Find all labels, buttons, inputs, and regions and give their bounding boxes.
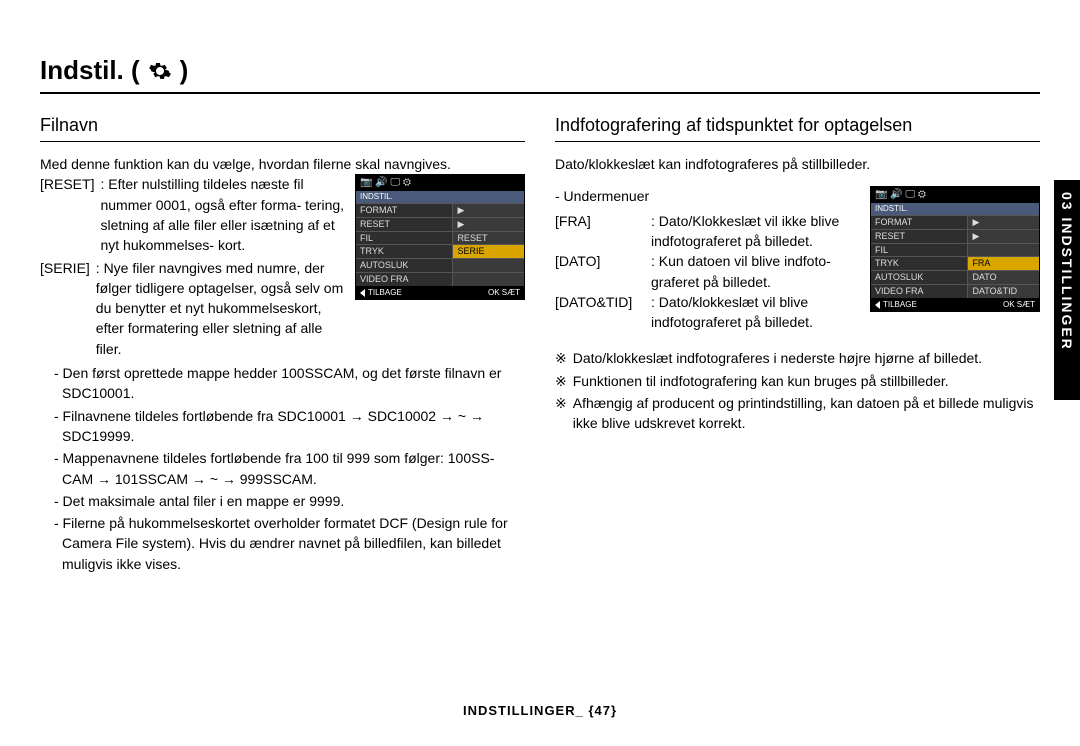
lcd-right-r2l: FIL: [871, 244, 968, 257]
note-sym-3: ※: [555, 393, 567, 434]
left-b4: - Det maksimale antal filer i en mappe e…: [40, 491, 525, 511]
title-pre: Indstil. (: [40, 55, 140, 86]
page-footer: INDSTILLINGER_ {47}: [0, 703, 1080, 718]
serie-label: [SERIE]: [40, 258, 90, 359]
right-n3: Afhængig af producent og printindstillin…: [573, 393, 1040, 434]
lcd-left-r5r: [453, 273, 524, 286]
lcd-left-r1r: ▶: [453, 218, 524, 231]
serie-text: : Nye filer navngives med numre, der føl…: [96, 258, 345, 359]
lcd-right-header: INDSTIL.: [871, 203, 1039, 215]
left-column: Filnavn Med denne funktion kan du vælge,…: [40, 112, 525, 574]
lcd-left-header: INDSTIL.: [356, 191, 524, 203]
lcd-left-r4r: [453, 259, 524, 272]
side-tab: 03 INDSTILLINGER: [1054, 180, 1080, 400]
lcd-left-footr: OK SÆT: [488, 288, 520, 298]
lcd-right-r5l: VIDEO FRA: [871, 285, 968, 298]
filnavn-heading: Filnavn: [40, 112, 525, 142]
lcd-right: 📷 🔊 🖵 ⚙ INDSTIL. FORMAT▶ RESET▶ FIL TRYK…: [870, 186, 1040, 312]
lcd-left-footl: TILBAGE: [368, 288, 402, 298]
right-intro: Dato/klokkeslæt kan indfotograferes på s…: [555, 154, 1040, 174]
left-b1: - Den først oprettede mappe hedder 100SS…: [40, 363, 525, 404]
lcd-tab-icons: 📷 🔊 🖵 ⚙: [356, 175, 524, 191]
fra-text: : Dato/Klokkeslæt vil ikke blive indfoto…: [651, 211, 860, 252]
dato-label: [DATO]: [555, 251, 647, 292]
lcd-right-r3r: FRA: [968, 257, 1039, 270]
right-column: Indfotografering af tidspunktet for opta…: [555, 112, 1040, 574]
lcd-right-r4l: AUTOSLUK: [871, 271, 968, 284]
lcd-right-footl: TILBAGE: [883, 300, 917, 310]
reset-text: : Efter nulstilling tildeles næste fil n…: [100, 174, 345, 255]
back-arrow-icon-r: [875, 301, 880, 309]
lcd-right-r3l: TRYK: [871, 257, 968, 270]
note-sym-2: ※: [555, 371, 567, 391]
lcd-left-r0r: ▶: [453, 204, 524, 217]
lcd-left-r2r: RESET: [453, 232, 524, 245]
lcd-right-r0r: ▶: [968, 216, 1039, 229]
gear-icon: [148, 59, 172, 83]
right-n1: Dato/klokkeslæt indfotograferes i neders…: [573, 348, 982, 368]
lcd-tab-icons-r: 📷 🔊 🖵 ⚙: [871, 187, 1039, 203]
datotid-text: : Dato/klokkeslæt vil blive indfotografe…: [651, 292, 860, 333]
lcd-right-footr: OK SÆT: [1003, 300, 1035, 310]
datotid-label: [DATO&TID]: [555, 292, 647, 333]
lcd-right-r5r: DATO&TID: [968, 285, 1039, 298]
right-heading: Indfotografering af tidspunktet for opta…: [555, 112, 1040, 142]
fra-label: [FRA]: [555, 211, 647, 252]
note-sym-1: ※: [555, 348, 567, 368]
page-title: Indstil. ( ): [40, 55, 1040, 94]
lcd-left-r5l: VIDEO FRA: [356, 273, 453, 286]
lcd-right-r0l: FORMAT: [871, 216, 968, 229]
lcd-left-r4l: AUTOSLUK: [356, 259, 453, 272]
lcd-right-r4r: DATO: [968, 271, 1039, 284]
left-b3: - Mappenavnene tildeles fortløbende fra …: [40, 448, 525, 489]
filnavn-intro: Med denne funktion kan du vælge, hvordan…: [40, 154, 525, 174]
lcd-left-r0l: FORMAT: [356, 204, 453, 217]
title-post: ): [180, 55, 189, 86]
reset-label: [RESET]: [40, 174, 94, 255]
lcd-right-r2r: [968, 244, 1039, 257]
lcd-right-r1l: RESET: [871, 230, 968, 243]
back-arrow-icon: [360, 289, 365, 297]
left-b5: - Filerne på hukommelseskortet overholde…: [40, 513, 525, 574]
lcd-right-r1r: ▶: [968, 230, 1039, 243]
lcd-left: 📷 🔊 🖵 ⚙ INDSTIL. FORMAT▶ RESET▶ FILRESET…: [355, 174, 525, 300]
lcd-left-r3r: SERIE: [453, 245, 524, 258]
right-n2: Funktionen til indfotografering kan kun …: [573, 371, 949, 391]
lcd-left-r1l: RESET: [356, 218, 453, 231]
dato-text: : Kun datoen vil blive indfoto- graferet…: [651, 251, 860, 292]
lcd-left-r3l: TRYK: [356, 245, 453, 258]
left-b2: - Filnavnene tildeles fortløbende fra SD…: [40, 406, 525, 447]
lcd-left-r2l: FIL: [356, 232, 453, 245]
